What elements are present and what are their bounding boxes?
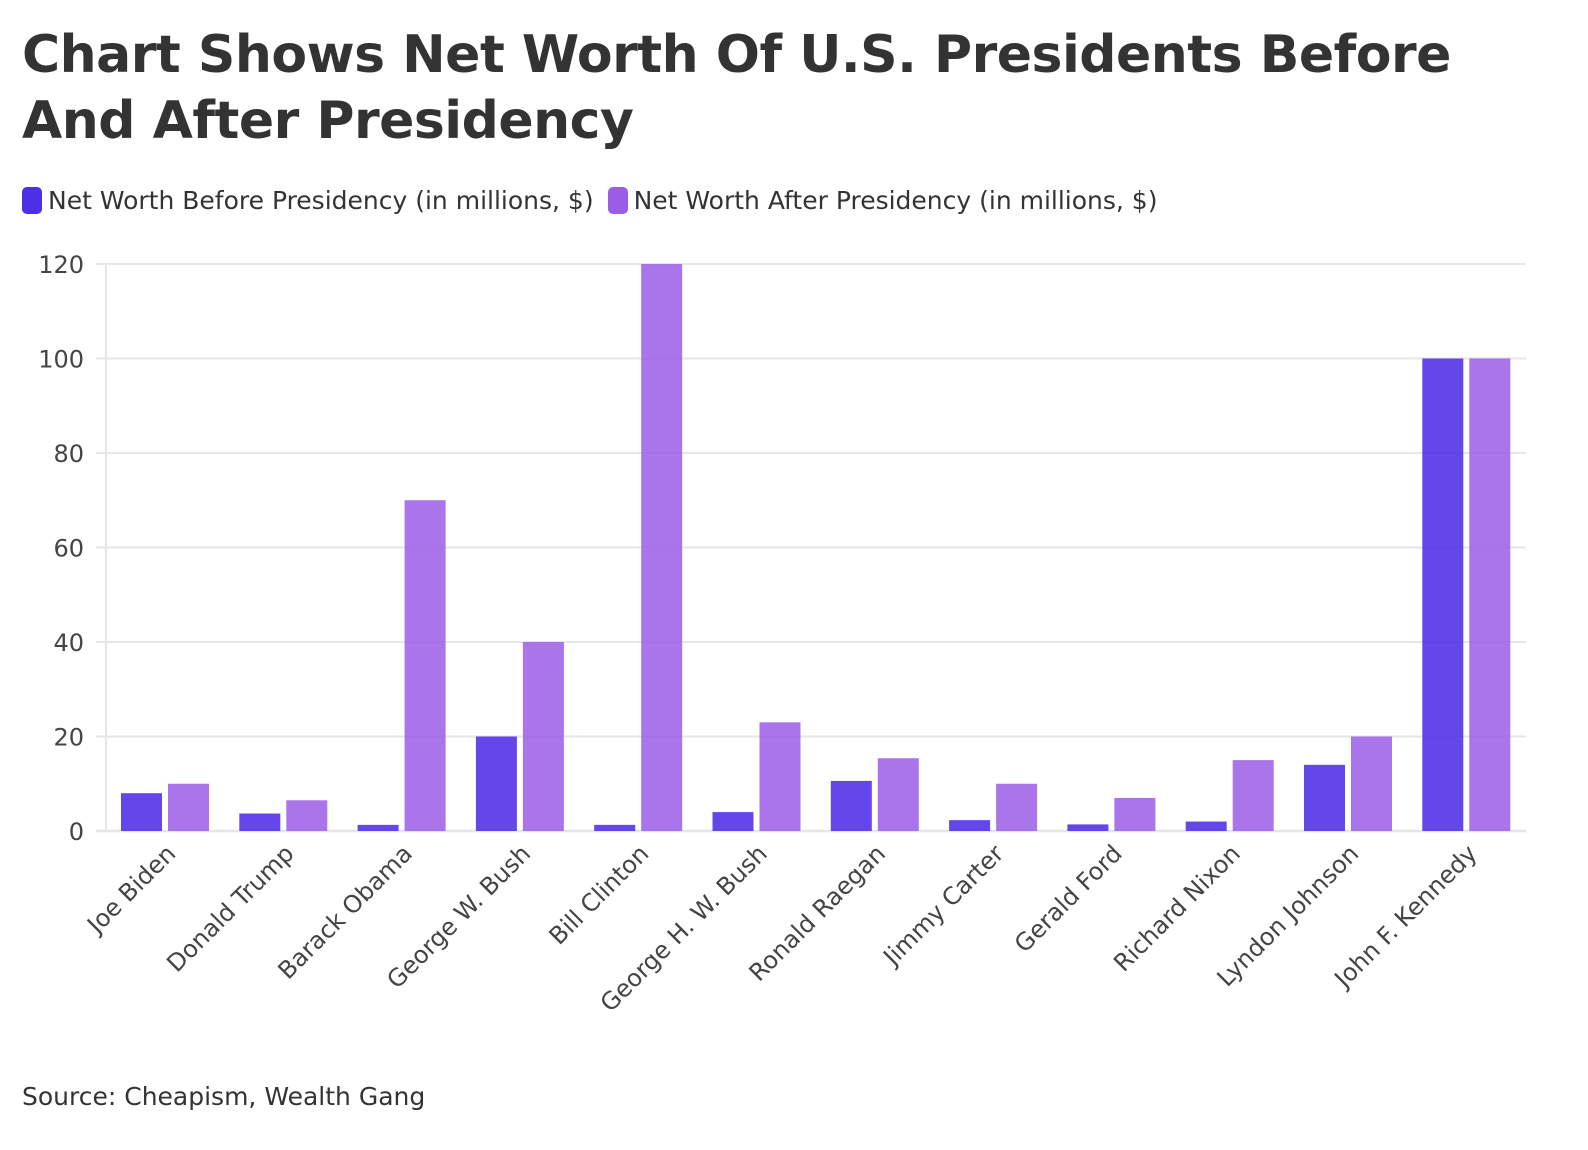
legend-label-after: Net Worth After Presidency (in millions,… — [633, 186, 1158, 215]
x-tick-label: Richard Nixon — [1108, 839, 1246, 977]
bar-before — [1185, 821, 1227, 831]
x-tick-label: Bill Clinton — [544, 839, 655, 950]
legend-item-before: Net Worth Before Presidency (in millions… — [22, 186, 594, 215]
bar-after — [522, 642, 564, 831]
bar-after — [286, 800, 328, 831]
bar-before — [949, 820, 991, 831]
bar-before — [1067, 824, 1109, 831]
bar-before — [239, 813, 281, 831]
bar-after — [1351, 736, 1392, 831]
legend-swatch-before — [22, 187, 42, 214]
chart-title: Chart Shows Net Worth Of U.S. Presidents… — [22, 25, 1451, 151]
gridlines — [96, 263, 1526, 833]
bar-before — [1422, 358, 1464, 831]
bar-before — [712, 812, 754, 831]
source-note: Source: Cheapism, Wealth Gang — [22, 1082, 426, 1111]
bars — [121, 264, 1511, 831]
bar-before — [1304, 764, 1345, 831]
legend-item-after: Net Worth After Presidency (in millions,… — [607, 186, 1158, 215]
y-tick-label: 40 — [53, 629, 84, 657]
bar-before — [830, 780, 872, 831]
bar-before — [357, 824, 399, 831]
y-tick-label: 80 — [53, 440, 84, 468]
y-tick-label: 100 — [38, 346, 84, 374]
bar-after — [1232, 760, 1274, 831]
bar-before — [475, 736, 517, 831]
bar-after — [404, 500, 446, 831]
bar-after — [996, 783, 1038, 831]
bar-after — [1114, 797, 1156, 831]
legend-label-before: Net Worth Before Presidency (in millions… — [48, 186, 594, 215]
y-tick-label: 0 — [69, 818, 84, 846]
bar-after — [759, 722, 801, 831]
bar-after — [877, 758, 919, 831]
x-tick-label: Gerald Ford — [1009, 839, 1128, 958]
x-tick-label: Jimmy Carter — [877, 839, 1010, 972]
bar-after — [168, 783, 209, 831]
x-tick-label: Joe Biden — [80, 839, 181, 940]
x-tick-label: Donald Trump — [161, 839, 299, 977]
bar-after — [641, 264, 683, 831]
y-tick-label: 20 — [53, 724, 84, 752]
bar-after — [1469, 358, 1511, 831]
legend: Net Worth Before Presidency (in millions… — [22, 186, 1171, 215]
y-axis-ticks: 0 20 40 60 80 100 120 — [38, 251, 84, 846]
bar-before — [594, 824, 636, 831]
legend-swatch-after — [607, 187, 628, 214]
bar-before — [121, 793, 162, 831]
y-tick-label: 120 — [38, 251, 84, 279]
y-tick-label: 60 — [53, 535, 84, 563]
